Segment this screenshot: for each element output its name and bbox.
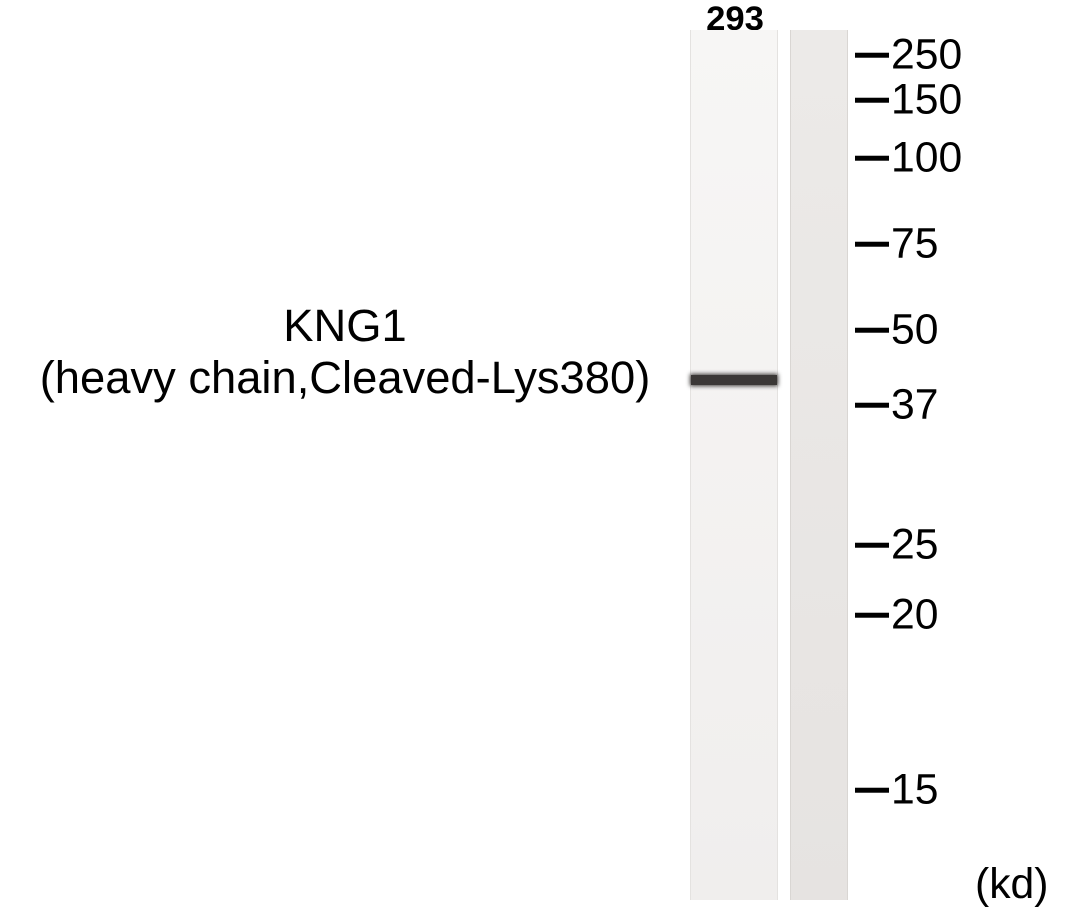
antibody-label-line2: (heavy chain,Cleaved-Lys380): [10, 352, 680, 404]
mw-marker-15: 15: [855, 769, 938, 812]
mw-marker-label: 25: [891, 521, 938, 570]
mw-marker-label: 37: [891, 381, 938, 430]
mw-marker-100: 100: [855, 137, 962, 180]
mw-marker-75: 75: [855, 223, 938, 266]
mw-marker-column: 250150 100 75 50 37 25 20 15: [855, 0, 1082, 916]
mw-tick-icon: [855, 97, 889, 102]
mw-marker-label: 20: [891, 591, 938, 640]
mw-marker-25: 25: [855, 524, 938, 567]
mw-tick-icon: [855, 52, 889, 57]
mw-tick-icon: [855, 155, 889, 160]
mw-marker-150: 150: [855, 79, 962, 122]
antibody-label-line1: KNG1: [10, 300, 680, 352]
mw-tick-icon: [855, 542, 889, 547]
band-sample-293-0: [691, 375, 777, 385]
mw-tick-icon: [855, 241, 889, 246]
mw-tick-icon: [855, 787, 889, 792]
lane-sample-293: [690, 30, 778, 900]
mw-marker-37: 37: [855, 384, 938, 427]
mw-tick-icon: [855, 612, 889, 617]
mw-marker-label: 75: [891, 220, 938, 269]
mw-marker-20: 20: [855, 594, 938, 637]
mw-marker-250: 250: [855, 34, 962, 77]
mw-marker-label: 150: [891, 76, 962, 125]
mw-marker-label: 250: [891, 31, 962, 80]
mw-tick-icon: [855, 402, 889, 407]
mw-tick-icon: [855, 327, 889, 332]
mw-marker-label: 15: [891, 766, 938, 815]
mw-unit-label: (kd): [975, 860, 1048, 909]
mw-marker-label: 50: [891, 306, 938, 355]
antibody-label: KNG1 (heavy chain,Cleaved-Lys380): [10, 300, 680, 404]
lane-ladder: [790, 30, 848, 900]
mw-marker-50: 50: [855, 309, 938, 352]
mw-marker-label: 100: [891, 134, 962, 183]
